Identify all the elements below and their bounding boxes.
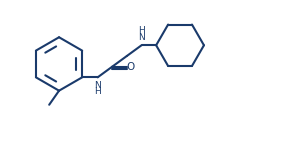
Text: O: O	[127, 62, 135, 72]
Text: N: N	[138, 33, 145, 42]
Text: N: N	[95, 81, 101, 90]
Text: H: H	[138, 26, 145, 35]
Text: H: H	[95, 87, 101, 96]
